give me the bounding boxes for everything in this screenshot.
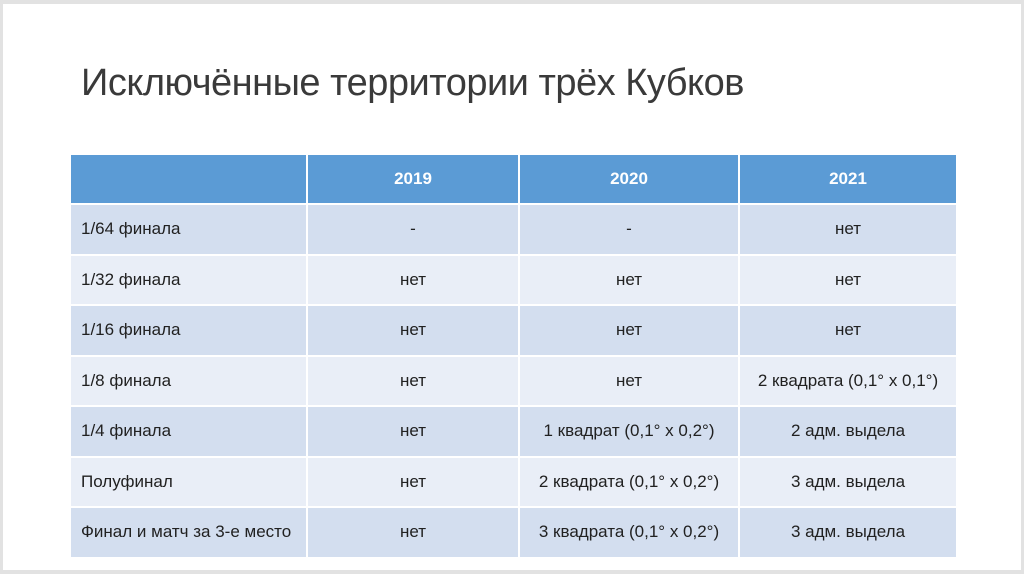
table-cell-2020: 2 квадрата (0,1° x 0,2°) <box>520 457 738 506</box>
table-cell-2019: нет <box>308 457 518 506</box>
table-cell-2021: нет <box>740 306 956 355</box>
table-cell-2021: 2 квадрата (0,1° x 0,1°) <box>740 356 956 405</box>
table-cell-2019: нет <box>308 255 518 304</box>
table-row-label: 1/16 финала <box>71 306 306 355</box>
table-cell-2019: нет <box>308 356 518 405</box>
table-header-2021: 2021 <box>740 155 956 203</box>
slide-title: Исключённые территории трёх Кубков <box>81 62 744 104</box>
table-cell-2021: 3 адм. выдела <box>740 508 956 557</box>
table-cell-2021: нет <box>740 205 956 254</box>
table-cell-2020: 1 квадрат (0,1° x 0,2°) <box>520 407 738 456</box>
table-cell-2019: - <box>308 205 518 254</box>
table-row-label: 1/4 финала <box>71 407 306 456</box>
table-cell-2020: нет <box>520 255 738 304</box>
table-cell-2021: нет <box>740 255 956 304</box>
table-row-label: 1/8 финала <box>71 356 306 405</box>
table-header-stage <box>71 155 306 203</box>
table-header-2019: 2019 <box>308 155 518 203</box>
table-cell-2020: нет <box>520 306 738 355</box>
table-row-label: Финал и матч за 3-е место <box>71 508 306 557</box>
excluded-territories-table: 2019 2020 2021 1/64 финала - - нет 1/32 … <box>71 155 956 557</box>
table-cell-2020: 3 квадрата (0,1° x 0,2°) <box>520 508 738 557</box>
table-cell-2019: нет <box>308 306 518 355</box>
table-row-label: Полуфинал <box>71 457 306 506</box>
table-cell-2019: нет <box>308 407 518 456</box>
table-cell-2020: - <box>520 205 738 254</box>
table-row-label: 1/64 финала <box>71 205 306 254</box>
table-cell-2021: 2 адм. выдела <box>740 407 956 456</box>
table-header-2020: 2020 <box>520 155 738 203</box>
table-cell-2021: 3 адм. выдела <box>740 457 956 506</box>
table-cell-2020: нет <box>520 356 738 405</box>
table-row-label: 1/32 финала <box>71 255 306 304</box>
table-cell-2019: нет <box>308 508 518 557</box>
presentation-slide: Исключённые территории трёх Кубков 2019 … <box>3 4 1021 570</box>
